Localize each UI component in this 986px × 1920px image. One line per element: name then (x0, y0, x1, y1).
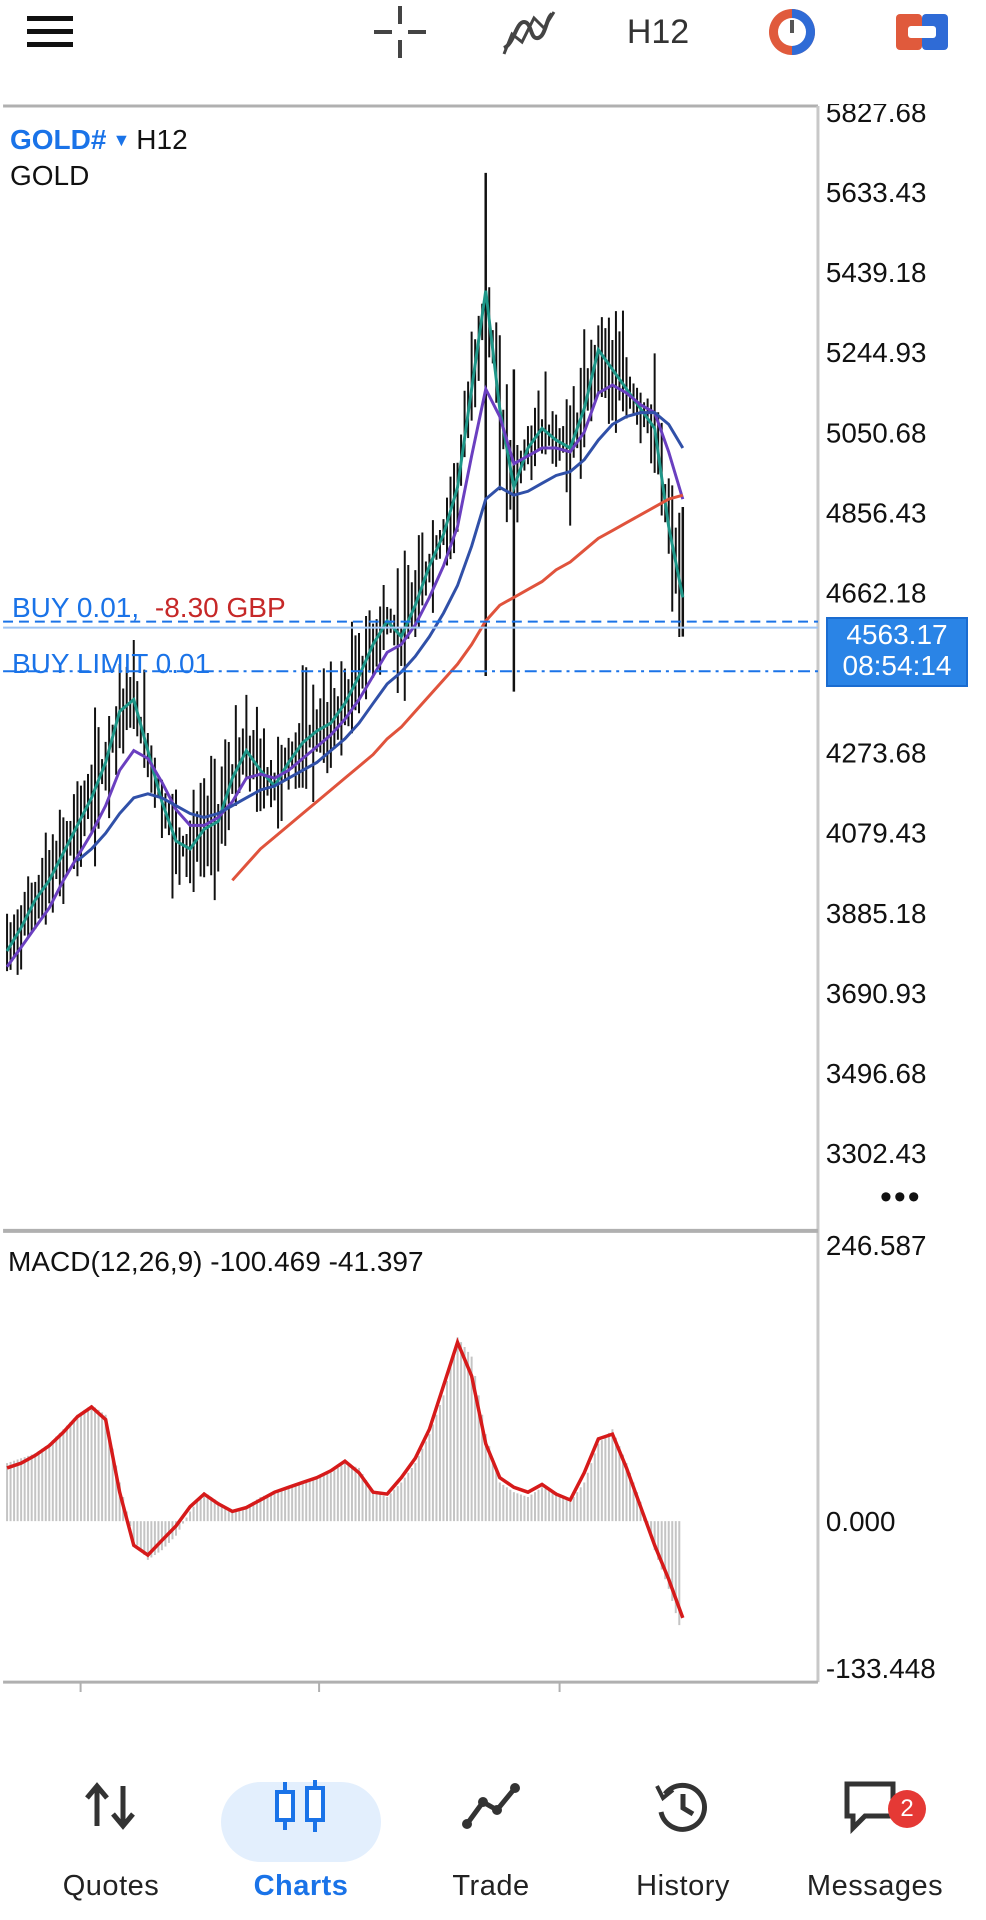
macd-axis-label: 246.587 (826, 1230, 927, 1261)
price-chart[interactable]: 5827.68 5633.43 5439.18 5244.93 5050.68 4856.… (0, 104, 986, 1694)
price-axis: 5827.68 5633.43 5439.18 5244.93 5050.68 4856.… (826, 104, 927, 1169)
time-axis: 16 Oct 00:00 23 Dec 00:00 3 Mar 00:00 (79, 1682, 708, 1694)
charts-candles-icon (275, 1780, 325, 1832)
nav-label-charts: Charts (253, 1870, 349, 1902)
symbol-description: GOLD (10, 160, 90, 191)
history-clock-icon (655, 1782, 707, 1832)
macd-axis: 246.587 0.000 -133.448 (826, 1230, 936, 1684)
price-axis-label: 5244.93 (826, 337, 927, 368)
price-axis-label: 4079.43 (826, 818, 927, 849)
one-click-trading-button[interactable] (892, 0, 952, 64)
price-axis-label: 4273.68 (826, 738, 927, 769)
price-axis-label: 3690.93 (826, 978, 927, 1009)
nav-messages[interactable]: 2 Messages (780, 1760, 970, 1920)
quotes-arrows-icon (85, 1782, 135, 1830)
crosshair-icon (374, 6, 426, 58)
moving-average-line (5, 290, 685, 952)
timeframe-label: H12 (626, 12, 690, 51)
timeframe-button[interactable]: H12 (618, 0, 698, 64)
symbol-name[interactable]: GOLD# (10, 124, 107, 155)
messages-chat-icon (844, 1781, 896, 1834)
order-lines (3, 620, 818, 673)
buy-limit-label[interactable]: BUY LIMIT 0.01 (12, 648, 211, 679)
macd-signal (6, 1337, 685, 1619)
time-axis-label: 23 Dec 00:00 (319, 1691, 484, 1694)
clock-button[interactable] (762, 0, 822, 64)
indicators-button[interactable] (498, 0, 558, 64)
symbol-dropdown-icon[interactable]: ▼ (112, 129, 131, 150)
buy-order-label[interactable]: BUY 0.01, -8.30 GBP (12, 592, 286, 624)
price-axis-label: 4662.18 (826, 577, 927, 608)
nav-active-indicator (221, 1782, 381, 1862)
indicators-icon (502, 11, 556, 55)
moving-average-line (231, 493, 684, 882)
bar-countdown: 08:54:14 (842, 650, 952, 681)
nav-label-trade: Trade (452, 1870, 530, 1902)
price-axis-label: 4856.43 (826, 497, 927, 528)
nav-charts[interactable]: Charts (206, 1760, 396, 1920)
nav-label-quotes: Quotes (62, 1870, 160, 1902)
buy-order-text: BUY 0.01, (12, 592, 140, 623)
trade-line-icon (462, 1783, 520, 1829)
top-toolbar: H12 (0, 0, 986, 104)
symbol-info: GOLD# ▼ H12 GOLD (10, 124, 188, 192)
macd-signal-line (6, 1337, 685, 1619)
price-axis-label: 5439.18 (826, 257, 927, 288)
crosshair-button[interactable] (370, 0, 430, 64)
moving-average-line (5, 383, 685, 968)
price-axis-label: 3302.43 (826, 1138, 927, 1169)
chart-frame (3, 104, 820, 1684)
symbol-timeframe: H12 (136, 124, 188, 155)
price-axis-label: 5050.68 (826, 417, 927, 448)
nav-label-history: History (636, 1870, 730, 1902)
macd-axis-label: 0.000 (826, 1506, 896, 1537)
nav-label-messages: Messages (806, 1870, 944, 1902)
nav-trade[interactable]: Trade (396, 1760, 586, 1920)
candles (6, 172, 685, 975)
current-price: 4563.17 (846, 619, 948, 650)
hamburger-menu-icon (27, 16, 73, 47)
current-price-tag: 4563.17 08:54:14 (826, 617, 968, 687)
nav-history[interactable]: History (588, 1760, 778, 1920)
time-axis-label: 16 Oct 00:00 (81, 1691, 240, 1694)
clock-icon (769, 9, 815, 55)
price-axis-label: 3885.18 (826, 898, 927, 929)
one-click-trading-icon (896, 14, 948, 50)
messages-badge: 2 (888, 1790, 926, 1828)
price-axis-label: 5633.43 (826, 177, 927, 208)
nav-quotes[interactable]: Quotes (16, 1760, 206, 1920)
more-options-button[interactable]: ••• (880, 1178, 922, 1216)
time-axis-label: 3 Mar 00:00 (560, 1691, 708, 1694)
bottom-navigation: Quotes Charts Trade History 2 Mess (0, 1760, 986, 1920)
price-axis-label: 5827.68 (826, 104, 927, 128)
macd-indicator-label: MACD(12,26,9) -100.469 -41.397 (8, 1246, 424, 1277)
moving-average-line (76, 411, 685, 862)
menu-button[interactable] (18, 0, 82, 64)
moving-averages (5, 290, 685, 968)
macd-axis-label: -133.448 (826, 1653, 936, 1684)
buy-order-profit: -8.30 GBP (154, 592, 286, 623)
price-axis-label: 3496.68 (826, 1058, 927, 1089)
